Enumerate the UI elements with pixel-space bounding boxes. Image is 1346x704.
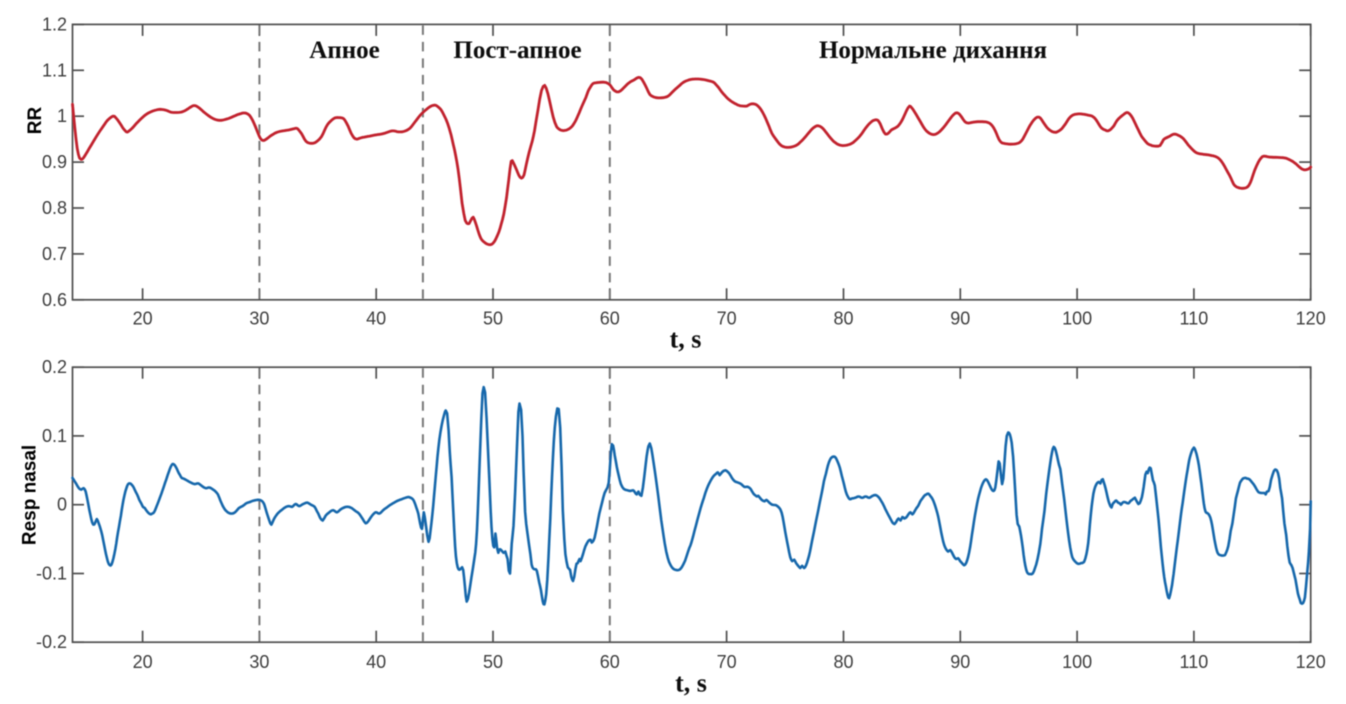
svg-text:-0.1: -0.1	[36, 564, 67, 584]
svg-text:1.2: 1.2	[42, 14, 67, 34]
svg-text:100: 100	[1062, 652, 1092, 672]
svg-text:1: 1	[57, 106, 67, 126]
svg-text:t, s: t, s	[670, 325, 702, 354]
svg-text:40: 40	[366, 652, 386, 672]
svg-text:70: 70	[717, 309, 737, 329]
svg-text:0.7: 0.7	[42, 244, 67, 264]
svg-text:90: 90	[950, 652, 970, 672]
svg-text:50: 50	[483, 309, 503, 329]
svg-text:Апное: Апное	[309, 37, 379, 64]
svg-text:0.2: 0.2	[42, 357, 67, 377]
svg-text:30: 30	[249, 309, 269, 329]
svg-text:0.6: 0.6	[42, 290, 67, 310]
svg-text:90: 90	[950, 309, 970, 329]
svg-text:-0.2: -0.2	[36, 632, 67, 652]
svg-text:110: 110	[1180, 309, 1209, 329]
svg-text:Нормальне дихання: Нормальне дихання	[819, 37, 1047, 64]
svg-text:Пост-апное: Пост-апное	[453, 37, 581, 64]
svg-text:20: 20	[133, 309, 153, 329]
svg-text:20: 20	[133, 652, 153, 672]
svg-text:50: 50	[483, 652, 503, 672]
svg-text:100: 100	[1062, 309, 1092, 329]
svg-text:0.9: 0.9	[42, 152, 67, 172]
svg-text:80: 80	[833, 309, 853, 329]
svg-text:120: 120	[1296, 652, 1326, 672]
svg-text:t, s: t, s	[675, 669, 707, 698]
svg-text:120: 120	[1296, 309, 1326, 329]
svg-text:60: 60	[600, 652, 620, 672]
svg-text:40: 40	[366, 309, 386, 329]
svg-text:1.1: 1.1	[42, 60, 67, 80]
svg-text:110: 110	[1180, 652, 1209, 672]
svg-text:0: 0	[57, 495, 67, 515]
svg-text:70: 70	[717, 652, 737, 672]
svg-text:Resp nasal: Resp nasal	[20, 445, 41, 545]
svg-text:60: 60	[600, 309, 620, 329]
svg-text:0.8: 0.8	[42, 198, 67, 218]
svg-text:0.1: 0.1	[42, 426, 67, 446]
svg-text:30: 30	[249, 652, 269, 672]
svg-text:RR: RR	[25, 107, 46, 135]
svg-text:80: 80	[833, 652, 853, 672]
